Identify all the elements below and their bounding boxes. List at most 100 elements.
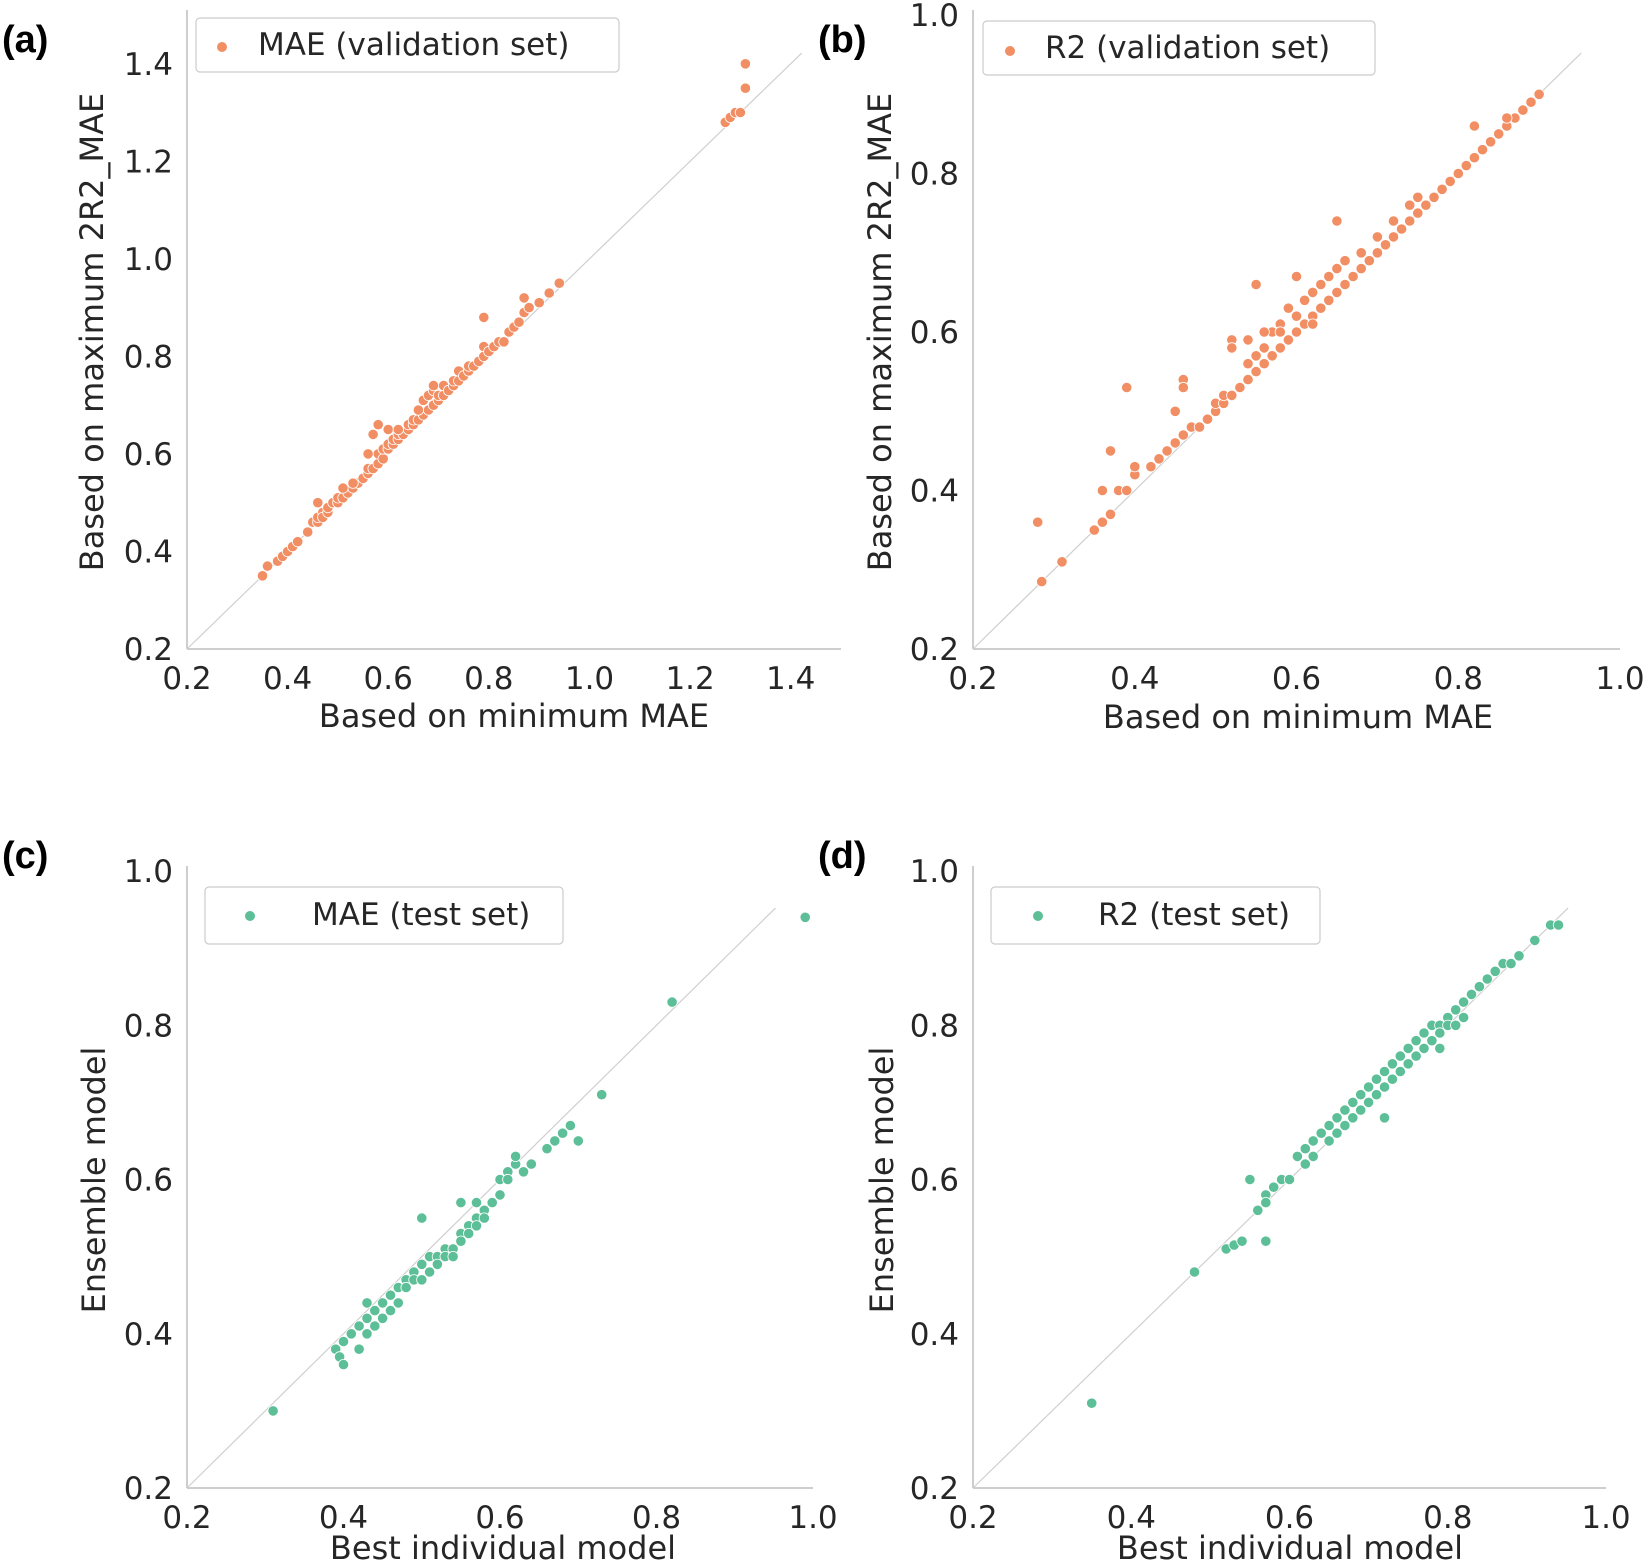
scatter-point xyxy=(1394,1065,1406,1078)
scatter-point xyxy=(470,1220,483,1232)
y-tick-label: 0.6 xyxy=(910,1163,959,1199)
panel-label: (d) xyxy=(818,835,867,877)
scatter-point xyxy=(1378,1065,1391,1078)
scatter-point xyxy=(1533,88,1545,100)
y-tick-label: 0.8 xyxy=(124,339,173,375)
scatter-point xyxy=(382,423,394,436)
scatter-point xyxy=(423,1266,436,1278)
x-axis-title: Based on minimum MAE xyxy=(1103,698,1493,736)
scatter-point xyxy=(1396,223,1408,235)
scatter-point xyxy=(1387,215,1400,227)
scatter-point xyxy=(1307,1135,1319,1147)
scatter-point xyxy=(1347,270,1359,283)
x-tick-labels: 0.2 0.4 0.6 0.8 1.0 xyxy=(162,1500,837,1536)
legend-box xyxy=(195,17,620,73)
scatter-point xyxy=(556,1127,569,1139)
scatter-point xyxy=(1378,1112,1391,1124)
scatter-point xyxy=(1339,278,1351,291)
scatter-point xyxy=(367,428,379,440)
scatter-point xyxy=(1244,1173,1256,1186)
scatter-point xyxy=(1355,262,1367,275)
scatter-point xyxy=(361,1328,373,1340)
x-tick-label: 0.6 xyxy=(364,661,413,697)
scatter-point xyxy=(1161,445,1173,457)
legend-marker xyxy=(217,42,227,52)
scatter-point xyxy=(1339,255,1351,267)
y-tick-label: 0.6 xyxy=(910,315,959,351)
y-tick-label: 0.2 xyxy=(124,632,173,668)
scatter-point xyxy=(431,1258,443,1270)
scatter-point xyxy=(416,1274,428,1286)
scatter-point xyxy=(470,1197,483,1209)
panel-label: (a) xyxy=(2,19,48,61)
y-tick-labels: 0.2 0.4 0.6 0.8 1.0 xyxy=(124,854,173,1507)
scatter-point xyxy=(1242,334,1254,346)
panel-b: (b) 0.2 0.4 0.6 0.8 1.0 0.2 0.4 0.6 0.8 1.0 Base… xyxy=(818,0,1645,736)
scatter-point xyxy=(596,1089,608,1101)
scatter-point xyxy=(1282,334,1295,346)
scatter-point xyxy=(1260,1235,1272,1247)
scatter-point xyxy=(1525,96,1537,108)
scatter-points xyxy=(256,58,752,582)
x-tick-label: 1.0 xyxy=(565,661,614,697)
scatter-point xyxy=(1410,1050,1422,1062)
scatter-point xyxy=(1339,1119,1351,1132)
scatter-point xyxy=(347,477,359,489)
scatter-point xyxy=(1386,1058,1399,1070)
scatter-point xyxy=(1505,957,1517,970)
diagonal-reference-line xyxy=(972,907,1569,1489)
scatter-point xyxy=(1450,1019,1462,1031)
scatter-point xyxy=(1315,1127,1327,1139)
scatter-point xyxy=(1323,294,1335,306)
scatter-point xyxy=(1363,255,1375,267)
scatter-point xyxy=(427,379,440,392)
scatter-point xyxy=(1404,199,1416,211)
y-axis-title: Based on maximum 2R2_MAE xyxy=(861,93,899,572)
scatter-point xyxy=(1169,405,1181,417)
scatter-point xyxy=(494,1189,506,1201)
scatter-point xyxy=(1501,112,1513,124)
scatter-point xyxy=(392,1297,404,1309)
scatter-point xyxy=(1177,381,1189,394)
scatter-point xyxy=(1485,136,1497,148)
scatter-point xyxy=(1260,1197,1272,1209)
scatter-point xyxy=(1104,508,1117,520)
panel-d: (d) 0.2 0.4 0.6 0.8 1.0 0.2 0.4 0.6 0.8 1.0 Best… xyxy=(818,835,1631,1567)
scatter-point xyxy=(1145,461,1157,473)
panel-a: (a) 0.2 0.4 0.6 0.8 1.0 1.2 1.4 0.2 0.4 0.6 0.8 1.… xyxy=(2,10,841,735)
scatter-point xyxy=(455,1197,467,1209)
y-axis-title: Ensemble model xyxy=(863,1047,901,1314)
legend: R2 (test set) xyxy=(990,886,1321,945)
x-tick-label: 0.2 xyxy=(162,661,211,697)
scatter-point xyxy=(1404,215,1416,227)
scatter-point xyxy=(353,1320,365,1332)
scatter-point xyxy=(302,526,314,538)
scatter-point xyxy=(400,1281,412,1294)
y-tick-labels: 0.2 0.4 0.6 0.8 1.0 xyxy=(910,0,959,668)
scatter-point xyxy=(416,1258,428,1270)
scatter-point xyxy=(486,1197,498,1209)
scatter-point xyxy=(1104,445,1117,457)
diagonal-reference-line xyxy=(186,907,776,1489)
scatter-point xyxy=(1412,191,1424,203)
x-tick-label: 0.4 xyxy=(1110,661,1159,697)
y-tick-label: 0.4 xyxy=(124,1317,173,1353)
scatter-point xyxy=(734,106,747,119)
scatter-point xyxy=(1452,167,1464,180)
scatter-point xyxy=(1299,294,1311,306)
x-tick-label: 0.8 xyxy=(464,661,513,697)
scatter-point xyxy=(1032,516,1044,528)
scatter-point xyxy=(1378,1081,1391,1093)
y-tick-label: 0.6 xyxy=(124,1163,173,1199)
scatter-point xyxy=(412,404,424,416)
scatter-point xyxy=(312,497,324,509)
scatter-point xyxy=(1331,1112,1343,1124)
y-tick-label: 0.2 xyxy=(124,1471,173,1507)
legend-marker xyxy=(245,911,255,921)
scatter-point xyxy=(1323,1119,1335,1132)
scatter-point xyxy=(1363,1096,1375,1109)
scatter-point xyxy=(543,287,555,299)
scatter-point xyxy=(533,297,545,309)
x-tick-label: 0.4 xyxy=(263,661,312,697)
scatter-point xyxy=(1418,1027,1430,1039)
